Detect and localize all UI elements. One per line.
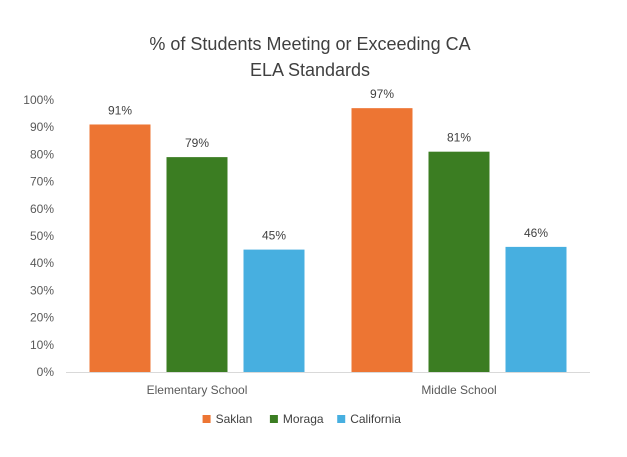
legend-label-saklan: Saklan [216, 412, 253, 426]
data-label: 81% [447, 131, 471, 145]
chart-title-line-2: ELA Standards [250, 60, 370, 80]
y-tick-label: 10% [30, 338, 54, 352]
data-label: 91% [108, 103, 132, 117]
x-tick-label: Elementary School [147, 383, 248, 397]
x-tick-label: Middle School [421, 383, 496, 397]
y-tick-label: 90% [30, 120, 54, 134]
data-labels-group: 91% 79% 45% 97% 81% 46% [108, 87, 548, 242]
y-tick-label: 60% [30, 202, 54, 216]
legend-swatch-saklan [202, 415, 211, 423]
bar-moraga-2 [428, 151, 490, 372]
y-tick-label: 40% [30, 256, 54, 270]
bars-group [89, 108, 567, 372]
bar-saklan-2 [351, 108, 413, 372]
y-axis: 0% 10% 20% 30% 40% 50% 60% 70% 80% 90% 100% [23, 93, 54, 379]
y-tick-label: 20% [30, 311, 54, 325]
data-label: 46% [524, 226, 548, 240]
x-axis: Elementary School Middle School [147, 383, 497, 397]
data-label: 79% [185, 136, 209, 150]
bar-saklan-1 [89, 124, 151, 372]
y-tick-label: 70% [30, 175, 54, 189]
legend-swatch-california [337, 415, 346, 423]
legend: Saklan Moraga California [202, 412, 401, 426]
y-tick-label: 0% [37, 365, 55, 379]
data-label: 45% [262, 229, 286, 243]
y-tick-label: 50% [30, 229, 54, 243]
legend-swatch-moraga [269, 415, 278, 423]
legend-label-california: California [350, 412, 401, 426]
bar-moraga-1 [166, 157, 228, 372]
chart-title-line-1: % of Students Meeting or Exceeding CA [149, 34, 470, 54]
bar-california-2 [505, 246, 567, 372]
legend-label-moraga: Moraga [283, 412, 324, 426]
y-tick-label: 80% [30, 147, 54, 161]
data-label: 97% [370, 87, 394, 101]
bar-california-1 [243, 249, 305, 372]
y-tick-label: 30% [30, 283, 54, 297]
y-tick-label: 100% [23, 93, 54, 107]
